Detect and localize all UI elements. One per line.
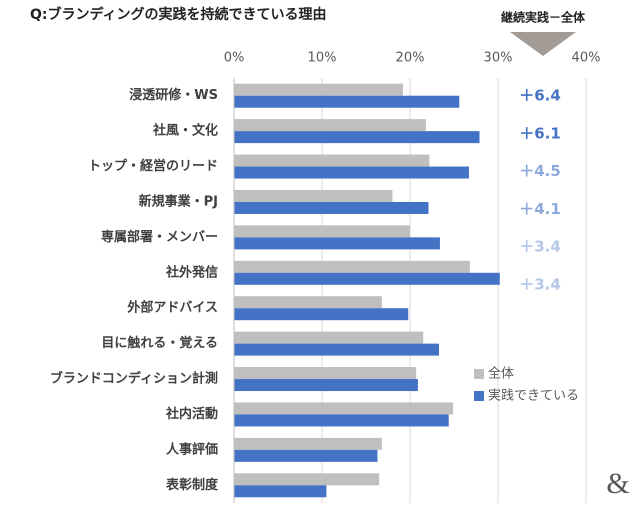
bar	[234, 166, 469, 179]
legend-swatch	[474, 391, 484, 401]
y-tick-label: 外部アドバイス	[126, 300, 218, 316]
bar	[234, 367, 417, 380]
y-tick-label: 目に触れる・覚える	[101, 335, 218, 351]
x-tick-label: 10%	[308, 51, 337, 66]
bar	[234, 437, 382, 450]
y-tick-label: 社外発信	[165, 264, 218, 280]
bar	[234, 308, 409, 321]
bar	[234, 95, 460, 108]
bar	[234, 237, 440, 250]
bar	[234, 272, 500, 285]
y-tick-label: 社内活動	[165, 406, 218, 422]
difference-label: ＋6.4	[519, 87, 561, 105]
bar	[234, 402, 454, 415]
bar	[234, 485, 327, 498]
x-tick-label: 20%	[396, 51, 425, 66]
bar	[234, 154, 430, 167]
bar	[234, 201, 429, 214]
x-tick-label: 0%	[224, 51, 245, 66]
y-tick-label: トップ・経営のリード	[88, 158, 218, 174]
logo: &	[606, 467, 629, 500]
y-tick-label: 新規事業・PJ	[139, 193, 218, 209]
bar	[234, 414, 449, 427]
bar	[234, 473, 380, 486]
bar	[234, 343, 440, 356]
bar	[234, 189, 393, 202]
difference-label: ＋6.1	[519, 124, 561, 142]
bar	[234, 225, 410, 238]
x-tick-label: 40%	[572, 51, 601, 66]
y-tick-label: 浸透研修・WS	[129, 87, 218, 103]
difference-label: ＋3.4	[519, 276, 561, 294]
y-tick-label: 表彰制度	[165, 477, 219, 493]
difference-label: ＋4.1	[519, 200, 561, 218]
bar	[234, 449, 378, 462]
legend-label: 全体	[488, 366, 514, 382]
bar	[234, 260, 470, 273]
y-tick-label: 人事評価	[166, 441, 218, 457]
header-arrow	[510, 32, 576, 56]
y-tick-label: ブランドコンディション計測	[50, 371, 218, 387]
legend-label: 実践できている	[488, 388, 579, 404]
x-tick-label: 30%	[484, 51, 513, 66]
y-tick-label: 社風・文化	[152, 123, 218, 139]
bar	[234, 296, 382, 309]
bar	[234, 119, 426, 132]
difference-label: ＋3.4	[519, 238, 561, 256]
bar	[234, 331, 424, 344]
legend-swatch	[474, 369, 484, 379]
bar	[234, 379, 418, 392]
bar	[234, 131, 480, 144]
chart-title: Q:ブランディングの実践を持続できている理由	[30, 6, 327, 23]
y-tick-label: 専属部署・メンバー	[101, 229, 218, 245]
difference-label: ＋4.5	[519, 162, 561, 180]
annotation-header: 継続実践－全体	[501, 10, 586, 25]
bar	[234, 83, 403, 96]
